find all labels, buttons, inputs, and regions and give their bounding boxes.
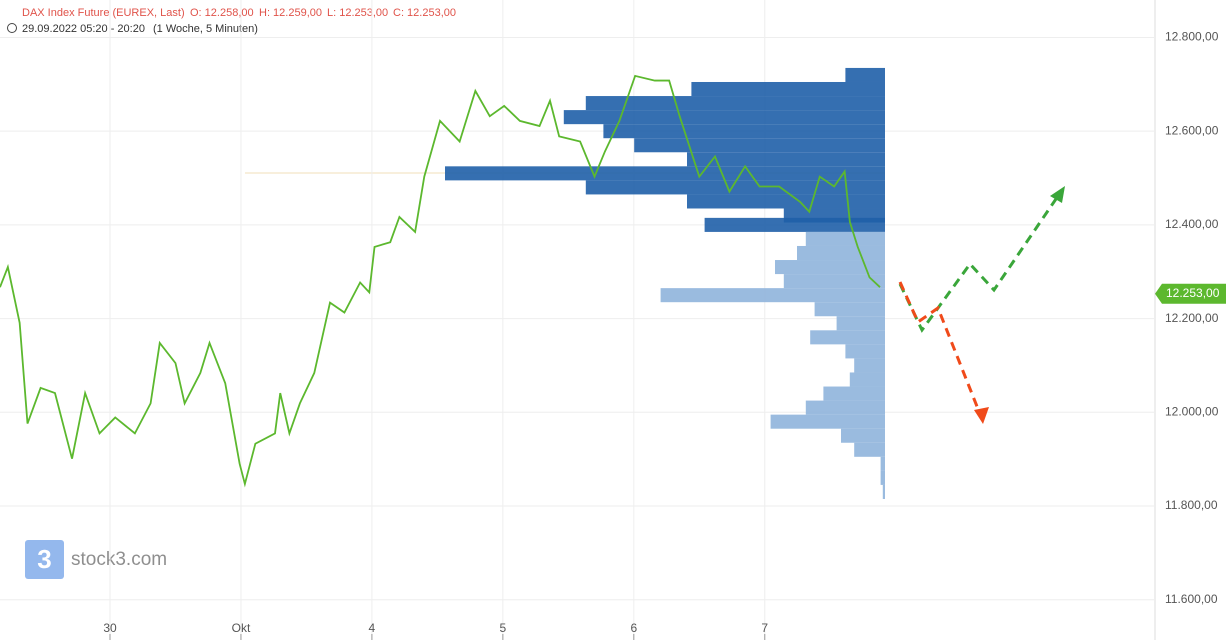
x-tick-label: 7 <box>761 621 768 635</box>
x-tick-label: Okt <box>232 621 251 635</box>
profile-bar <box>880 470 885 485</box>
profile-bar <box>823 386 885 401</box>
profile-bar <box>770 414 885 429</box>
subtitle: 29.09.2022 05:20 - 20:20 <box>22 23 145 35</box>
profile-bar <box>882 484 885 499</box>
bear-arrow <box>898 281 982 415</box>
profile-bar <box>845 67 885 82</box>
y-tick-label: 11.800,00 <box>1165 498 1218 512</box>
last-price-marker <box>1155 283 1226 304</box>
profile-bar <box>849 372 885 387</box>
profile-bar <box>687 194 885 209</box>
y-tick-label: 12.400,00 <box>1165 217 1219 231</box>
profile-bar <box>445 166 885 181</box>
profile-bar <box>845 344 885 359</box>
watermark: 3 stock3.com <box>25 540 167 579</box>
profile-bar <box>585 96 885 111</box>
profile-bar <box>691 81 885 97</box>
profile-bar <box>634 138 885 153</box>
profile-bar <box>854 358 885 373</box>
y-tick-label: 12.000,00 <box>1165 404 1219 418</box>
y-tick-label: 11.600,00 <box>1165 592 1218 606</box>
ohlc: L: 12.253,00 <box>327 7 388 19</box>
profile-bar <box>805 400 885 415</box>
y-tick-label: 12.600,00 <box>1165 123 1219 137</box>
title: DAX Index Future (EUREX, Last) <box>22 7 185 19</box>
logo-box <box>25 540 64 579</box>
profile-bar <box>836 316 885 331</box>
profile-bar <box>775 260 885 275</box>
profile-bar <box>814 302 885 317</box>
profile-bar <box>841 428 885 443</box>
profile-bar <box>854 442 885 457</box>
x-tick-label: 4 <box>369 621 376 635</box>
ohlc: H: 12.259,00 <box>259 7 322 19</box>
price-line <box>0 74 881 488</box>
profile-bar <box>810 330 885 345</box>
y-tick-label: 12.800,00 <box>1165 30 1219 44</box>
x-tick-label: 5 <box>500 621 507 635</box>
bull-arrowhead <box>1050 186 1065 203</box>
ohlc: O: 12.258,00 <box>190 7 254 19</box>
y-tick-label: 12.200,00 <box>1165 311 1219 325</box>
scenario-arrows <box>898 186 1065 424</box>
profile-bar <box>797 245 885 261</box>
profile-bar <box>783 274 885 289</box>
logo: 3 <box>37 544 51 574</box>
profile-bar <box>585 180 885 195</box>
bear-arrowhead <box>974 407 989 424</box>
header: DAX Index Future (EUREX, Last) O: 12.258… <box>7 7 456 35</box>
clock-icon <box>7 23 17 33</box>
profile-bar <box>563 110 885 125</box>
profile-bar <box>880 456 885 471</box>
watermark-text: stock3.com <box>71 549 167 570</box>
profile-bar <box>687 152 885 167</box>
profile-bar <box>660 288 885 303</box>
profile-bar <box>805 231 885 246</box>
last-price-label: 12.253,00 <box>1166 286 1220 300</box>
profile-bar <box>603 124 885 139</box>
x-tick-label: 30 <box>103 621 117 635</box>
x-tick-label: 6 <box>630 621 637 635</box>
ohlc: C: 12.253,00 <box>393 7 456 19</box>
profile-bar <box>704 217 885 232</box>
period: (1 Woche, 5 Minuten) <box>153 23 258 35</box>
